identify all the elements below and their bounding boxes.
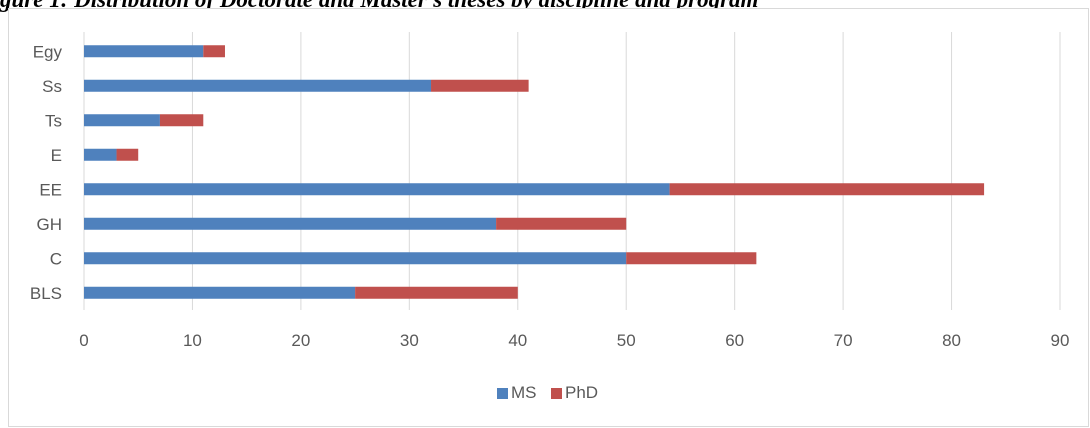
x-tick-label-60: 60: [725, 331, 744, 350]
bar-ms-ee: [84, 183, 670, 196]
x-tick-label-80: 80: [942, 331, 961, 350]
y-tick-label-ss: Ss: [42, 77, 62, 96]
x-tick-label-70: 70: [834, 331, 853, 350]
y-tick-label-c: C: [50, 249, 62, 268]
bar-ms-gh: [84, 217, 497, 230]
y-tick-label-gh: GH: [37, 215, 63, 234]
x-tick-label-30: 30: [400, 331, 419, 350]
bar-ms-ts: [84, 114, 160, 127]
y-tick-label-egy: Egy: [33, 42, 63, 61]
x-tick-label-20: 20: [291, 331, 310, 350]
bar-phd-ts: [159, 114, 204, 127]
x-tick-label-0: 0: [79, 331, 88, 350]
legend-swatch-phd: [551, 388, 562, 399]
legend-label-phd: PhD: [565, 383, 598, 402]
bar-phd-gh: [496, 217, 627, 230]
legend: MS PhD: [497, 383, 598, 402]
x-tick-label-10: 10: [183, 331, 202, 350]
x-tick-label-50: 50: [617, 331, 636, 350]
bars: [84, 45, 985, 299]
y-tick-label-ee: EE: [39, 180, 62, 199]
bar-ms-egy: [84, 45, 204, 58]
bar-ms-bls: [84, 286, 356, 299]
gridlines: [83, 32, 1061, 310]
bar-ms-e: [84, 148, 117, 161]
bar-phd-e: [116, 148, 139, 161]
bar-phd-c: [626, 252, 757, 265]
bar-phd-ss: [431, 79, 529, 92]
bar-phd-ee: [669, 183, 985, 196]
chart-frame: [8, 8, 1089, 427]
x-axis-labels: 0 10 20 30 40 50 60 70 80 90: [79, 331, 1069, 350]
legend-label-ms: MS: [511, 383, 537, 402]
y-tick-label-ts: Ts: [45, 111, 62, 130]
x-tick-label-90: 90: [1051, 331, 1070, 350]
y-tick-label-e: E: [51, 146, 62, 165]
y-tick-label-bls: BLS: [30, 284, 62, 303]
bar-ms-c: [84, 252, 627, 265]
legend-swatch-ms: [497, 388, 508, 399]
bar-phd-bls: [355, 286, 518, 299]
bar-phd-egy: [203, 45, 225, 58]
bar-ms-ss: [84, 79, 432, 92]
x-tick-label-40: 40: [508, 331, 527, 350]
